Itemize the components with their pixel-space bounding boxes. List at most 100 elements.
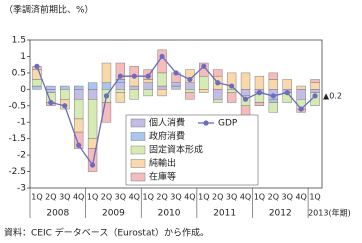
bar-segment <box>296 89 306 100</box>
x-tick-label: 1Q <box>254 193 265 202</box>
bar-segment <box>199 89 209 93</box>
legend-swatch <box>130 145 146 155</box>
gdp-point <box>173 70 179 76</box>
bar-segment <box>185 92 195 100</box>
x-tick-label: 3Q <box>170 193 181 202</box>
bar-segment <box>171 82 181 87</box>
gdp-point <box>159 53 165 60</box>
gdp-point <box>187 76 193 83</box>
x-tick-label: 1Q <box>198 193 209 202</box>
year-label: 2011 <box>213 209 236 219</box>
bar-segment <box>157 85 167 90</box>
bar-segment <box>87 148 98 172</box>
gdp-point <box>298 106 304 112</box>
gdp-point <box>256 90 263 96</box>
bar-segment <box>282 79 292 90</box>
bar-segment <box>199 75 209 90</box>
y-tick-label: -1 <box>17 118 26 128</box>
bar-segment <box>157 89 167 97</box>
bar-segment <box>87 82 98 90</box>
year-label: 2012 <box>269 209 292 219</box>
y-tick-label: 0.5 <box>12 68 26 78</box>
x-tick-label: 3Q <box>115 193 126 202</box>
bar-segment <box>254 75 265 90</box>
bar-segment <box>213 98 223 103</box>
bar-segment <box>101 82 112 90</box>
bar-segment <box>240 105 251 116</box>
bar-segment <box>87 98 98 139</box>
x-tick-label: 2Q <box>268 193 279 202</box>
gdp-point <box>34 63 40 69</box>
bar-segment <box>74 89 84 100</box>
bar-segment <box>46 85 56 90</box>
bar-segment <box>296 85 306 90</box>
value-label: ▲0.2 <box>323 91 342 100</box>
bar-segment <box>101 62 112 83</box>
legend-swatch <box>130 132 146 141</box>
bar-segment <box>87 89 98 100</box>
bar-segment <box>213 69 223 77</box>
bar-segment <box>268 79 278 90</box>
gdp-point <box>48 99 54 106</box>
x-tick-label: 3Q <box>59 193 70 202</box>
gdp-point <box>270 93 276 99</box>
x-tick-label: 3Q <box>282 193 293 202</box>
x-tick-label: 4Q <box>184 193 195 202</box>
bar-segment <box>46 89 56 93</box>
bar-segment <box>74 118 84 133</box>
gdp-point <box>76 142 82 148</box>
x-tick-label: 2Q <box>156 193 167 202</box>
bar-segment <box>185 89 195 93</box>
gdp-point <box>89 162 96 168</box>
x-tick-label: 4Q <box>73 193 84 202</box>
x-tick-label: 2Q <box>101 193 112 202</box>
gdp-point <box>201 63 207 69</box>
y-tick-label: -2.5 <box>8 167 26 177</box>
year-label: 2013(年期) <box>308 208 351 218</box>
legend-swatch <box>130 118 146 128</box>
bar-segment <box>32 85 42 90</box>
legend-swatch <box>130 172 146 182</box>
legend-label: 純輸出 <box>149 157 176 169</box>
bar-segment <box>213 89 223 100</box>
bar-segment <box>115 62 126 80</box>
gdp-point <box>312 93 318 99</box>
x-tick-label: 3Q <box>226 193 237 202</box>
y-tick-label: -3 <box>17 184 26 194</box>
note: 資料：CEIC データベース（Eurostat）から作成。 <box>4 227 209 239</box>
plot-frame <box>29 39 323 189</box>
bar-segment <box>240 89 251 97</box>
legend-label: GDP <box>218 119 238 129</box>
legend-label: 固定資本形成 <box>149 144 203 156</box>
bar-segment <box>226 92 237 103</box>
gdp-point <box>145 73 151 79</box>
gdp-point <box>103 93 110 99</box>
bar-segment <box>310 79 320 83</box>
gdp-point <box>229 83 235 89</box>
bar-segment <box>143 79 153 83</box>
bar-segment <box>310 92 320 106</box>
bar-segment <box>268 98 278 103</box>
bar-segment <box>74 85 84 90</box>
bar-segment <box>32 79 42 87</box>
bar-segment <box>268 102 278 113</box>
y-tick-label: 1.5 <box>12 36 26 46</box>
legend-box <box>125 114 259 186</box>
bar-segment <box>101 102 112 123</box>
bar-segment <box>171 85 181 90</box>
bar-segment <box>60 85 70 90</box>
y-axis-label: （季調済前期比、%） <box>4 4 94 16</box>
bar-segment <box>268 72 278 80</box>
bar-segment <box>115 82 126 90</box>
bar-segment <box>310 89 320 93</box>
legend-swatch <box>130 159 146 168</box>
gdp-point <box>131 73 137 79</box>
y-tick-label: -1.5 <box>8 134 26 144</box>
x-tick-label: 2Q <box>45 193 56 202</box>
legend-label: 在庫等 <box>149 171 176 183</box>
x-tick-label: 1Q <box>31 193 42 202</box>
x-tick-label: 4Q <box>240 193 251 202</box>
x-tick-label: 2Q <box>212 193 223 202</box>
y-tick-label: -0.5 <box>8 101 26 111</box>
